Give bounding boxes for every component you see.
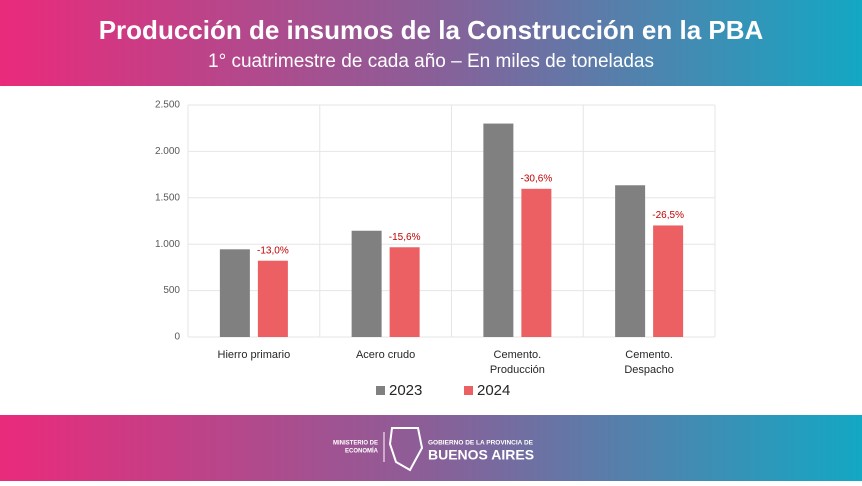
province: BUENOS AIRES [428,447,534,463]
bar [653,225,684,337]
y-tick-label: 2.500 [155,100,180,111]
annotation: -13,0% [257,245,289,256]
legend-swatch [376,386,385,395]
y-tick-label: 500 [163,285,180,296]
bar [483,123,514,337]
x-tick-label: Producción [490,364,545,376]
bar [521,188,552,337]
logo [388,427,424,472]
y-tick-label: 0 [174,332,180,343]
bar [389,247,420,337]
y-tick-label: 2.000 [155,146,180,157]
x-tick-label: Acero crudo [356,349,415,361]
bar [615,185,646,337]
bar [219,249,250,337]
annotation: -30,6% [521,173,553,184]
ministry: ECONOMÍA [345,447,379,455]
ministry: MINISTERIO DE [333,441,378,447]
y-tick-label: 1.500 [155,192,180,203]
x-tick-label: Despacho [624,364,674,376]
bar [257,260,288,337]
legend-label: 2023 [389,382,422,399]
footer-band [0,415,862,481]
annotation: -26,5% [652,210,684,221]
x-tick-label: Cemento. [625,349,673,361]
bar [351,230,382,337]
legend-label: 2024 [477,382,510,399]
annotation: -15,6% [389,232,421,243]
title: Producción de insumos de la Construcción… [99,15,764,45]
header-band [0,0,862,86]
x-tick-label: Hierro primario [218,349,291,361]
x-tick-label: Cemento. [494,349,542,361]
legend-swatch [464,386,473,395]
subtitle: 1° cuatrimestre de cada año – En miles d… [208,51,654,72]
government: GOBIERNO DE LA PROVINCIA DE [428,440,534,447]
y-tick-label: 1.000 [155,239,180,250]
